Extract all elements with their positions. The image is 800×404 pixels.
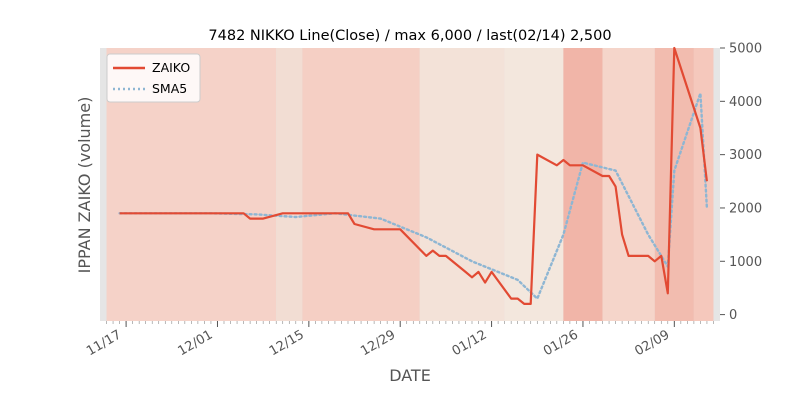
background-band (302, 48, 420, 321)
y-tick-label: 1000 (729, 255, 762, 270)
y-tick-label: 4000 (729, 95, 762, 110)
background-band (276, 48, 303, 321)
x-tick-label: 12/29 (358, 327, 398, 359)
series-layer (118, 46, 709, 305)
series-line-zaiko (119, 46, 708, 305)
background-band (602, 48, 655, 321)
x-tick-label: 12/01 (176, 327, 216, 359)
y-tick-label: 5000 (729, 42, 762, 57)
background-band (419, 48, 505, 321)
background-bands (100, 48, 720, 321)
legend-sma5-label: SMA5 (152, 81, 187, 96)
y-axis-label: IPPAN ZAIKO (volume) (75, 97, 94, 274)
chart-title: 7482 NIKKO Line(Close) / max 6,000 / las… (208, 28, 611, 44)
background-band (693, 48, 714, 321)
y-tick-label: 3000 (729, 148, 762, 163)
legend: ZAIKO SMA5 (106, 53, 201, 103)
background-band (654, 48, 694, 321)
x-tick-label: 11/17 (84, 327, 124, 359)
background-band (504, 48, 564, 321)
y-tick-label: 2000 (729, 201, 762, 216)
x-axis-label: DATE (389, 366, 431, 385)
x-tick-label: 12/15 (267, 327, 307, 359)
x-tick-label: 01/26 (541, 327, 581, 359)
legend-zaiko-label: ZAIKO (152, 60, 190, 75)
background-band (563, 48, 603, 321)
legend-box (106, 53, 201, 103)
y-tick-label: 0 (729, 308, 737, 323)
x-tick-label: 02/09 (632, 327, 672, 359)
x-tick-label: 01/12 (450, 327, 490, 359)
